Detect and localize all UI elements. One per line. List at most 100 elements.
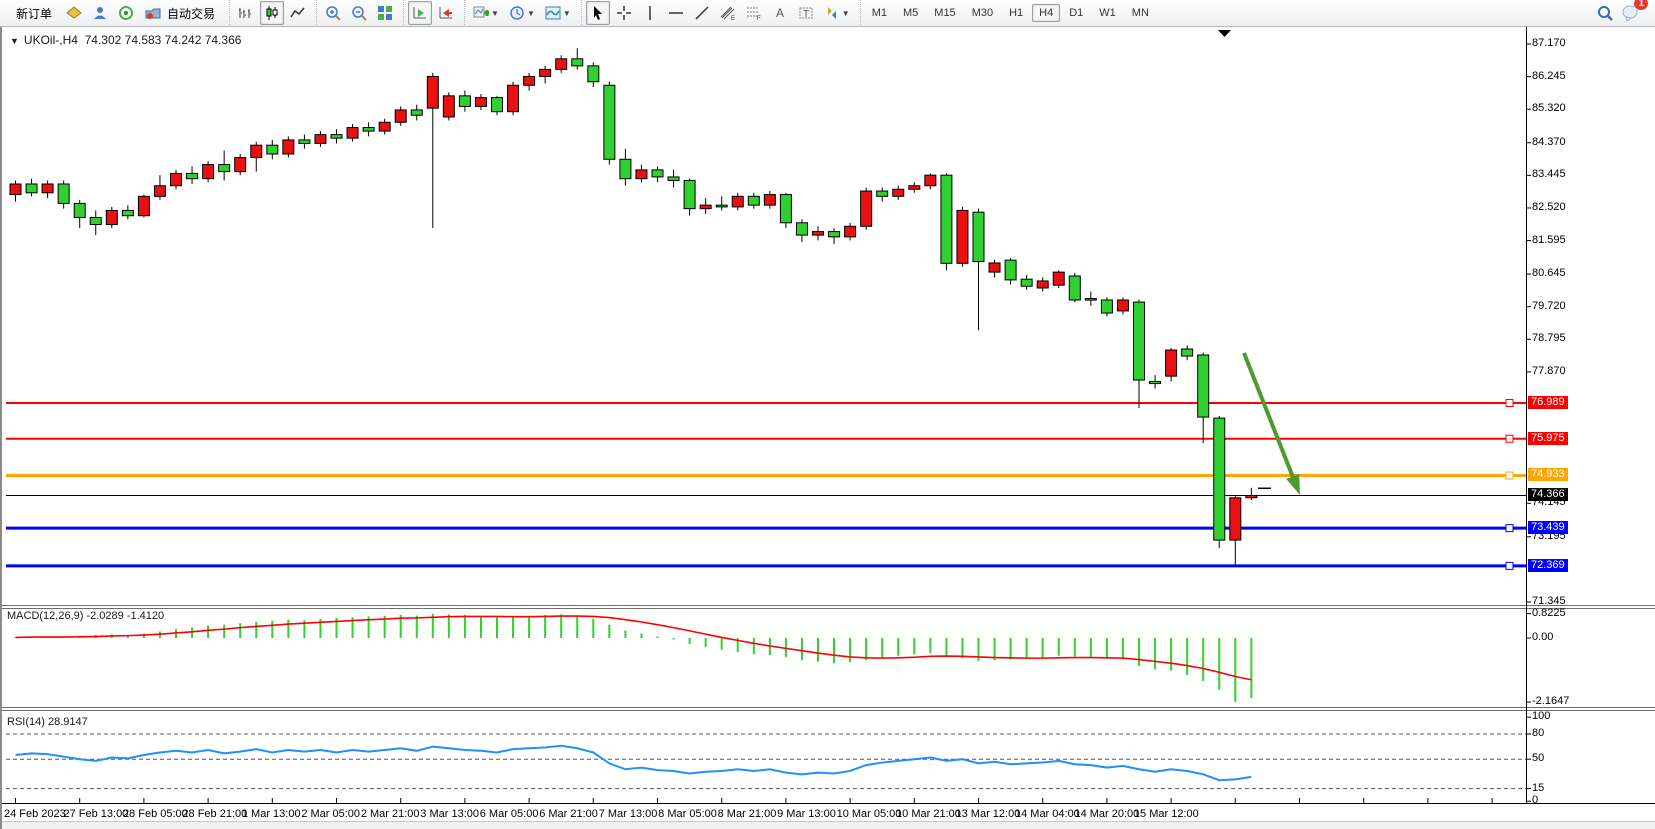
rsi-axis-label: 0 [1532, 794, 1539, 807]
templates-icon [545, 5, 561, 21]
notifications-button[interactable]: 1 [1619, 0, 1649, 25]
price-level-tag: 75.975 [1528, 431, 1568, 445]
timeframe-M5-button[interactable]: M5 [903, 7, 919, 19]
price-level-tag: 76.989 [1528, 395, 1568, 409]
arrows-button[interactable]: ▼ [820, 1, 854, 25]
time-axis-label: 10 Mar 05:00 [836, 808, 902, 820]
fibonacci-button[interactable]: F [742, 1, 766, 25]
chart-shift-button[interactable] [434, 1, 458, 25]
rsi-axis-label: 15 [1532, 781, 1545, 794]
profile-button[interactable] [88, 1, 112, 25]
time-axis-label: 27 Feb 13:00 [63, 808, 129, 820]
toolbar-group-objects: E F A T ▼ [580, 0, 858, 27]
price-tick-label: 87.170 [1532, 37, 1566, 49]
status-strip [2, 821, 1655, 829]
zoom-out-icon [351, 5, 367, 21]
text-label-icon: T [798, 5, 814, 21]
metaeditor-icon [66, 5, 82, 21]
price-tick-label: 79.720 [1532, 299, 1566, 312]
cursor-icon [590, 5, 606, 21]
periods-button[interactable]: ▼ [505, 1, 539, 25]
new-order-label: 新订单 [16, 6, 53, 21]
search-button[interactable] [1593, 1, 1617, 25]
autotrading-button[interactable]: 自动交易 [140, 1, 223, 25]
profile-icon [92, 5, 108, 21]
fibonacci-icon: F [746, 5, 762, 21]
time-axis-label: 2 Mar 21:00 [360, 808, 420, 820]
timeframe-M30-button[interactable]: M30 [971, 7, 994, 19]
tile-windows-button[interactable] [373, 1, 397, 25]
templates-button[interactable]: ▼ [541, 1, 575, 25]
line-chart-button[interactable] [286, 1, 310, 25]
indicators-button[interactable]: ▼ [469, 1, 503, 25]
cursor-button[interactable] [585, 1, 610, 25]
text-button[interactable]: A [768, 1, 792, 25]
time-axis-label: 24 Feb 2023 [4, 808, 66, 820]
zoom-in-icon [325, 5, 341, 21]
price-tick-label: 80.645 [1532, 267, 1566, 280]
chart-canvas[interactable] [2, 27, 1655, 829]
metaeditor-button[interactable] [62, 1, 86, 25]
time-axis-label: 6 Mar 05:00 [479, 808, 539, 820]
add-indicator-icon [473, 5, 490, 21]
price-tick-label: 84.370 [1532, 135, 1566, 148]
rsi-axis-label: 100 [1532, 710, 1551, 723]
crosshair-icon [616, 5, 632, 21]
equidistant-channel-icon: E [720, 5, 736, 21]
new-order-button[interactable]: 新订单 [8, 1, 60, 25]
periods-dropdown-caret: ▼ [526, 8, 535, 18]
one-click-trading-arrow-icon[interactable]: ▼ [10, 36, 19, 46]
trendline-button[interactable] [690, 1, 714, 25]
time-axis-label: 28 Feb 05:00 [122, 808, 188, 820]
chat-bubble-icon [1622, 4, 1640, 22]
toolbar: 新订单 自动交易 [0, 0, 1655, 27]
search-icon [1596, 4, 1614, 22]
svg-text:A: A [776, 6, 784, 20]
timeframe-W1-button[interactable]: W1 [1099, 7, 1116, 19]
arrows-dropdown-caret: ▼ [841, 8, 850, 18]
time-axis-label: 2 Mar 05:00 [301, 808, 361, 820]
time-axis-label: 6 Mar 21:00 [539, 808, 598, 820]
chart-title: ▼ UKOil-,H4 74.302 74.583 74.242 74.366 [10, 33, 241, 47]
svg-text:T: T [803, 9, 809, 20]
timeframe-MN-button[interactable]: MN [1131, 7, 1149, 19]
timeframe-H1-button[interactable]: H1 [1009, 7, 1024, 19]
tile-windows-icon [377, 5, 393, 21]
svg-text:E: E [731, 16, 735, 21]
line-chart-icon [290, 5, 306, 21]
crosshair-button[interactable] [612, 1, 636, 25]
channel-button[interactable]: E [716, 1, 740, 25]
time-axis-label: 14 Mar 04:00 [1014, 808, 1080, 820]
macd-axis-label: 0.8225 [1532, 606, 1566, 619]
price-level-tag: 72.369 [1528, 558, 1568, 572]
zoom-in-button[interactable] [321, 1, 345, 25]
time-axis-label: 7 Mar 13:00 [598, 808, 658, 820]
time-axis-label: 10 Mar 21:00 [896, 808, 961, 820]
time-axis-label: 8 Mar 05:00 [658, 808, 717, 820]
price-tick-label: 78.795 [1532, 332, 1566, 345]
time-axis-label: 9 Mar 13:00 [777, 808, 836, 820]
horizontal-line-button[interactable] [664, 1, 688, 25]
time-axis-label: 1 Mar 13:00 [241, 808, 301, 820]
indicators-dropdown-caret: ▼ [491, 8, 499, 18]
arrow-objects-icon [824, 5, 840, 21]
vertical-line-button[interactable] [638, 1, 662, 25]
candlestick-chart-button[interactable] [260, 1, 285, 25]
chart-ohlc: 74.302 74.583 74.242 74.366 [84, 33, 242, 47]
text-label-button[interactable]: T [794, 1, 818, 25]
timeframe-M1-button[interactable]: M1 [871, 7, 887, 19]
toolbar-group-chart-type [229, 0, 314, 27]
chart-area[interactable]: ▼ UKOil-,H4 74.302 74.583 74.242 74.366 M… [0, 27, 1655, 829]
timeframe-H4-button[interactable]: H4 [1032, 4, 1061, 22]
zoom-out-button[interactable] [347, 1, 371, 25]
timeframe-D1-button[interactable]: D1 [1069, 7, 1084, 19]
macd-label: MACD(12,26,9) -2.0289 -1.4120 [7, 610, 165, 622]
auto-scroll-button[interactable] [408, 1, 433, 25]
bar-chart-button[interactable] [234, 1, 258, 25]
signals-button[interactable] [114, 1, 138, 25]
toolbar-group-indicators: ▼ ▼ ▼ [464, 0, 579, 27]
timeframe-M15-button[interactable]: M15 [934, 7, 956, 19]
autotrading-icon [145, 5, 161, 21]
toolbar-group-timeframes: M1 M5 M15 M30 H1 H4 D1 W1 MN [859, 0, 1160, 27]
